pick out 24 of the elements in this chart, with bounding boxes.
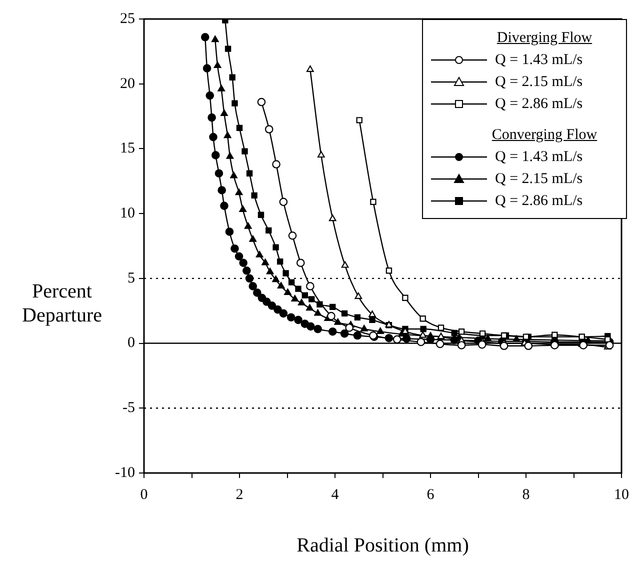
y-tick-label: -5 [122,400,135,416]
annotation: Diverging Flow [496,30,594,47]
x-tick-label: 8 [522,486,530,503]
x-axis-title: Radial Position (mm) [296,534,469,556]
x-tick-label: 2 [236,486,244,503]
x-tick-label: 6 [426,486,435,503]
y-tick-label: 5 [128,270,135,286]
legend-label: Q = 2.86 mL/s [495,96,583,112]
x-tick-label: 10 [614,486,629,503]
y-tick-label: 25 [120,10,135,27]
legend-label: Q = 1.43 mL/s [495,52,583,68]
x-tick-label: 4 [331,486,340,503]
y-axis-title: Percent Departure [22,280,102,327]
x-tick-label: 0 [140,486,148,503]
y-tick-label: 10 [120,206,135,222]
legend-label: Q = 2.15 mL/s [495,74,583,90]
legend-label: Q = 2.15 mL/s [495,170,583,188]
legend-label: Q = 2.86 mL/s [495,192,583,210]
annotation: Converging Flow [490,127,598,144]
y-tick-label: 15 [120,140,135,157]
y-tick-label: 0 [128,335,135,352]
y-tick-label: -10 [115,464,135,481]
legend-label: Q = 1.43 mL/s [495,148,583,166]
y-tick-label: 20 [120,76,135,92]
